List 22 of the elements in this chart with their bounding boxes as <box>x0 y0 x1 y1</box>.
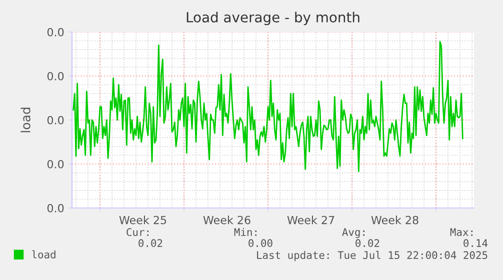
text: Max: <box>450 228 472 236</box>
x-tick-label: Week 28 <box>371 216 418 224</box>
line-series <box>72 40 464 172</box>
text: 0.02 <box>138 239 162 248</box>
x-tick-label: Week 26 <box>203 216 250 224</box>
y-tick-label: 0.0 <box>47 116 64 124</box>
chart-title: Load average - by month <box>186 12 360 26</box>
text: 0.14 <box>464 239 488 248</box>
text: Last update: Tue Jul 15 22:00:04 2025 <box>257 250 488 262</box>
x-tick-label: Week 27 <box>287 216 334 224</box>
text: Cur: <box>126 228 148 236</box>
text: Min: <box>234 228 256 236</box>
y-tick-label: 0.0 <box>47 204 64 212</box>
text: 0.00 <box>248 239 272 248</box>
y-tick-label: 0.0 <box>47 28 64 36</box>
x-tick-label: Week 25 <box>119 216 166 224</box>
legend-label: load <box>32 250 56 258</box>
text: 0.02 <box>356 239 380 248</box>
y-tick-label: 0.0 <box>47 160 64 168</box>
y-axis-title: load <box>20 108 30 132</box>
text: Avg: <box>342 228 364 238</box>
y-tick-label: 0.0 <box>47 72 64 80</box>
